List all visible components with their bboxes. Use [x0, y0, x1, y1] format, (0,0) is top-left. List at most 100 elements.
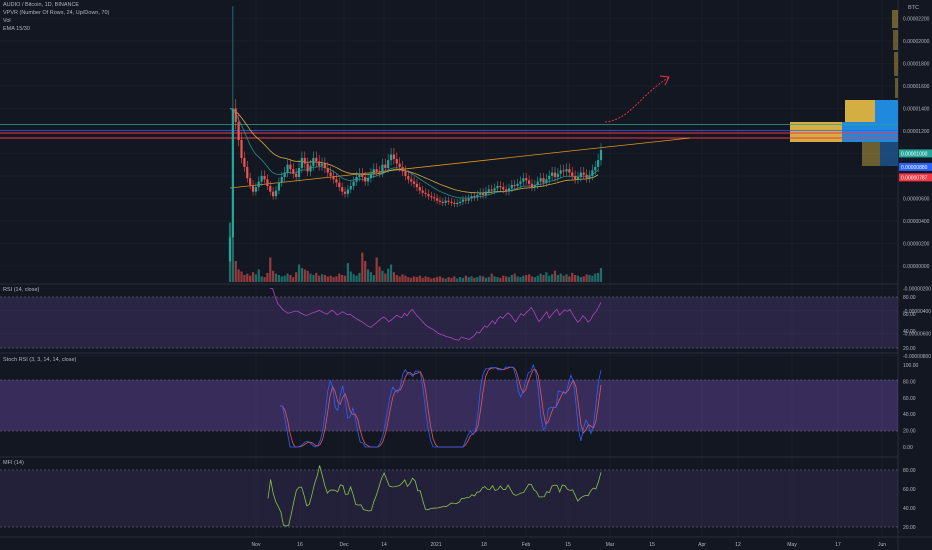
candle-body [251, 184, 255, 192]
candle-body [237, 121, 240, 140]
volume-bar [366, 269, 370, 282]
volume-bar [458, 277, 462, 282]
ema-slow-line [229, 108, 599, 194]
price-tick: 0.00000200 [903, 241, 930, 247]
candle-body [274, 190, 278, 197]
volume-bar [332, 277, 335, 282]
vpvr-profile [790, 10, 898, 166]
candle-body [361, 173, 364, 178]
ema-legend[interactable]: EMA 15/30 [3, 26, 30, 32]
vpvr-legend[interactable]: VPVR (Number Of Rows, 24, Up/Down, 70) [3, 10, 110, 16]
volume-bar [464, 275, 467, 282]
candle-body [441, 201, 444, 203]
candle-body [387, 160, 390, 169]
volume-bar [510, 275, 513, 282]
candle-body [579, 172, 582, 178]
candle-body [234, 108, 237, 122]
rsi-band [0, 297, 898, 348]
volume-bar [479, 275, 482, 282]
stoch-legend[interactable]: Stoch RSI (3, 3, 14, 14, close) [3, 357, 77, 363]
candle-body [504, 189, 508, 192]
volume-bar [274, 273, 278, 282]
rsi-legend[interactable]: RSI (14, close) [3, 287, 40, 293]
candle-body [286, 164, 289, 173]
candle-body [415, 183, 419, 188]
candle-body [303, 157, 306, 164]
volume-bar [424, 276, 427, 282]
volume-bar [542, 275, 545, 282]
candle-body [369, 173, 373, 179]
candle-body [484, 191, 488, 196]
candle-body [364, 177, 367, 182]
candle-body [516, 183, 519, 187]
volume-bar [470, 276, 473, 282]
trendline[interactable] [229, 137, 691, 189]
candle-body [249, 178, 252, 185]
vol-legend[interactable]: Vol [3, 18, 11, 24]
volume-bar [355, 275, 358, 282]
time-tick: 15 [565, 542, 571, 548]
volume-bar [358, 272, 361, 282]
volume-bar [456, 278, 459, 282]
volume-bar [352, 274, 355, 282]
volume-bar [599, 268, 603, 282]
candle-body [493, 188, 496, 191]
candle-body [320, 163, 324, 166]
candle-body [427, 193, 430, 197]
volume-bar [240, 271, 243, 282]
volume-bar [499, 277, 502, 282]
volume-bar [551, 274, 554, 282]
volume-bar [315, 272, 318, 282]
candle-body [568, 169, 571, 173]
volume-bar [312, 275, 315, 282]
candle-body [326, 168, 329, 173]
projection-arrow[interactable] [604, 77, 669, 123]
indicator-tick: 60.00 [903, 312, 916, 318]
volume-bar [594, 273, 597, 282]
indicator-tick: 20.00 [903, 525, 916, 531]
volume-bar [576, 275, 580, 282]
candle-body [476, 195, 479, 198]
candle-body [280, 177, 283, 183]
symbol-title: AUDIO / Bitcoin, 1D, BINANCE [3, 2, 80, 8]
volume-bar [556, 275, 559, 282]
volume-bar [450, 277, 453, 282]
mfi-legend[interactable]: MFI (14) [3, 460, 24, 466]
candle-body [435, 198, 439, 201]
price-tick: 0.00002000 [903, 39, 930, 45]
candle-body [470, 196, 473, 199]
price-badge [899, 162, 932, 171]
volume-bar [410, 277, 413, 282]
volume-bar [251, 272, 255, 282]
candle-body [329, 172, 332, 176]
volume-bar [490, 273, 493, 282]
candle-body [289, 164, 292, 170]
volume-bar [513, 273, 516, 282]
candle-body [576, 177, 580, 180]
price-tick: 0.00001600 [903, 84, 930, 90]
volume-bar [395, 275, 398, 282]
indicator-tick: 20.00 [903, 346, 916, 352]
volume-bar [404, 275, 407, 282]
candle-body [392, 154, 396, 160]
candle-body [277, 182, 280, 191]
indicator-tick: 40.00 [903, 506, 916, 512]
horizontal-levels[interactable] [0, 124, 898, 139]
candle-body [542, 178, 545, 183]
volume-bar [295, 272, 298, 282]
indicator-tick: 40.00 [903, 412, 916, 418]
volume-bar [553, 270, 557, 282]
candle-body [355, 177, 358, 182]
candle-body [346, 189, 350, 194]
volume-bar [519, 277, 522, 282]
candlesticks[interactable] [228, 6, 603, 262]
candle-body [553, 172, 557, 178]
time-axis[interactable]: Nov 16 Dec 14 2021 18 Feb 15 Mar 15 Apr 12 May 17 Jun [252, 542, 887, 548]
volume-bar [372, 275, 375, 282]
price-axis[interactable]: 0.00002200 0.00002000 0.00001800 0.00001600… [903, 16, 931, 359]
indicator-tick: 20.00 [903, 429, 916, 435]
candle-body [487, 189, 490, 192]
horizontal-grid [0, 18, 898, 357]
candle-body [318, 161, 321, 166]
